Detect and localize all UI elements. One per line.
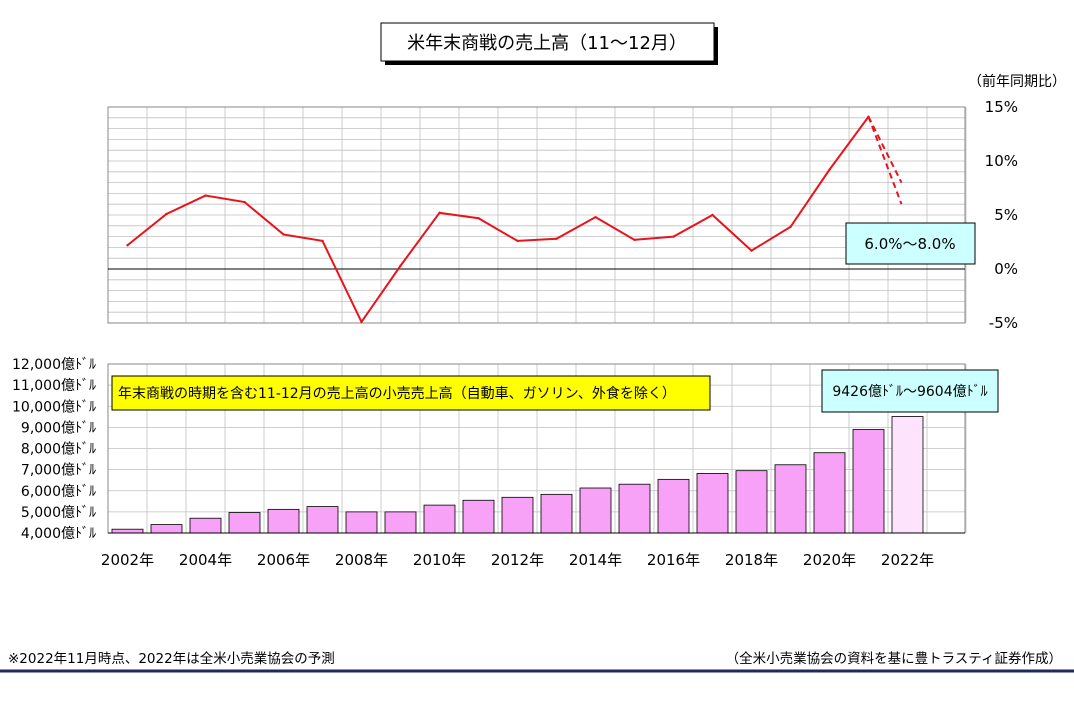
- x-tick-label: 2004年: [179, 551, 232, 569]
- line-point: [633, 238, 636, 242]
- bar: [696, 473, 729, 534]
- bar: [657, 478, 690, 534]
- y-tick-label: 7,000億ﾄﾞﾙ: [21, 463, 96, 479]
- y-tick-label: -5%: [989, 314, 1018, 332]
- bar: [618, 483, 651, 534]
- bar-callout-cyan-text: 9426億ﾄﾞﾙ～9604億ﾄﾞﾙ: [832, 384, 987, 400]
- x-tick-label: 2002年: [101, 551, 154, 569]
- line-point: [360, 320, 363, 324]
- bar: [579, 487, 612, 534]
- bar-callout-yellow: 年末商戦の時期を含む11-12月の売上高の小売売上高（自動車、ガソリン、外食を除…: [111, 375, 711, 411]
- bar: [384, 511, 417, 534]
- bar-chart-x-ticks: 2002年 2004年 2006年 2008年 2010年 2012年 2014年 2016年…: [101, 551, 934, 569]
- bar: [774, 464, 807, 534]
- line-callout-text: 6.0%～8.0%: [864, 235, 955, 253]
- line-point: [204, 194, 207, 197]
- y-tick-label: 0%: [994, 260, 1018, 278]
- bar-callout-yellow-box: [111, 375, 711, 411]
- bar: [540, 493, 573, 534]
- line-point: [750, 249, 753, 252]
- y-tick-label: 9,000億ﾄﾞﾙ: [21, 420, 96, 436]
- x-tick-label: 2006年: [257, 551, 310, 569]
- bar-series: [111, 416, 924, 534]
- line-chart-gridlines: [107, 106, 967, 324]
- bar-callout-yellow-text: 年末商戦の時期を含む11-12月の売上高の小売売上高（自動車、ガソリン、外食を除…: [118, 385, 676, 402]
- footnote-right: （全米小売業協会の資料を基に豊トラスティ証券作成）: [726, 650, 1062, 667]
- line-point: [126, 244, 129, 247]
- line-chart-unit-label: （前年同期比）: [968, 73, 1066, 90]
- bar: [150, 524, 183, 534]
- bar: [423, 504, 456, 534]
- line-chart-y-ticks: 15% 10% 5% 0% -5%: [985, 98, 1018, 332]
- line-point: [243, 200, 246, 204]
- bar: [111, 528, 144, 534]
- y-tick-label: 12,000億ﾄﾞﾙ: [12, 357, 96, 373]
- line-point: [321, 239, 324, 243]
- x-tick-label: 2016年: [647, 551, 700, 569]
- forecast-line: [867, 116, 903, 205]
- line-callout-box: [845, 222, 976, 265]
- chart-title: 米年末商戦の売上高（11～12月）: [407, 33, 687, 54]
- bar: [306, 506, 339, 534]
- x-tick-label: 2020年: [803, 551, 856, 569]
- x-tick-label: 2012年: [491, 551, 544, 569]
- bar: [267, 508, 300, 534]
- bar: [501, 496, 534, 534]
- line-point: [282, 233, 285, 236]
- footnote-left: ※2022年11月時点、2022年は全米小売業協会の予測: [8, 650, 335, 667]
- y-tick-label: 11,000億ﾄﾞﾙ: [12, 378, 96, 394]
- line-point: [672, 235, 675, 238]
- bar: [735, 470, 768, 534]
- line-callout: 6.0%～8.0%: [845, 222, 976, 265]
- y-tick-label: 5%: [994, 206, 1018, 224]
- y-tick-label: 10,000億ﾄﾞﾙ: [12, 399, 96, 415]
- bar-chart-y-ticks: 12,000億ﾄﾞﾙ 11,000億ﾄﾞﾙ 10,000億ﾄﾞﾙ 9,000億ﾄﾞﾙ 8…: [12, 357, 96, 542]
- bar: [462, 499, 495, 534]
- forecast-line: [867, 116, 903, 184]
- x-tick-label: 2008年: [335, 551, 388, 569]
- line-point: [516, 239, 519, 243]
- line-point: [828, 168, 831, 171]
- line-point: [555, 237, 558, 240]
- line-point: [594, 215, 597, 219]
- bar-callout-cyan: 9426億ﾄﾞﾙ～9604億ﾄﾞﾙ: [821, 369, 999, 413]
- y-tick-label: 8,000億ﾄﾞﾙ: [21, 442, 96, 458]
- bar: [345, 511, 378, 534]
- bar: [813, 452, 846, 534]
- line-point: [789, 225, 792, 229]
- y-tick-label: 5,000億ﾄﾞﾙ: [21, 505, 96, 521]
- bar-callout-cyan-box: [821, 369, 999, 413]
- bar: [189, 517, 222, 534]
- y-tick-label: 15%: [985, 98, 1018, 116]
- bar: [852, 429, 885, 534]
- bar-forecast: [891, 416, 924, 534]
- title-box-frame: [380, 22, 715, 62]
- line-chart: 15% 10% 5% 0% -5% （前年同期比） 6.0%～8.0%: [107, 73, 1066, 332]
- line-point: [477, 217, 480, 220]
- x-tick-label: 2022年: [881, 551, 934, 569]
- y-tick-label: 6,000億ﾄﾞﾙ: [21, 484, 96, 500]
- x-tick-label: 2014年: [569, 551, 622, 569]
- line-point: [399, 264, 402, 267]
- x-tick-label: 2018年: [725, 551, 778, 569]
- bar-chart: 12,000億ﾄﾞﾙ 11,000億ﾄﾞﾙ 10,000億ﾄﾞﾙ 9,000億ﾄﾞﾙ 8…: [12, 357, 999, 569]
- line-point: [438, 211, 441, 215]
- line-point: [165, 212, 168, 216]
- x-tick-label: 2010年: [413, 551, 466, 569]
- line-point: [711, 213, 714, 217]
- line-chart-frame: [107, 106, 966, 324]
- line-series-path: [126, 116, 870, 324]
- y-tick-label: 4,000億ﾄﾞﾙ: [21, 526, 96, 542]
- y-tick-label: 10%: [985, 152, 1018, 170]
- bar: [228, 512, 261, 534]
- title-box: 米年末商戦の売上高（11～12月）: [380, 22, 718, 65]
- line-series: [126, 115, 903, 324]
